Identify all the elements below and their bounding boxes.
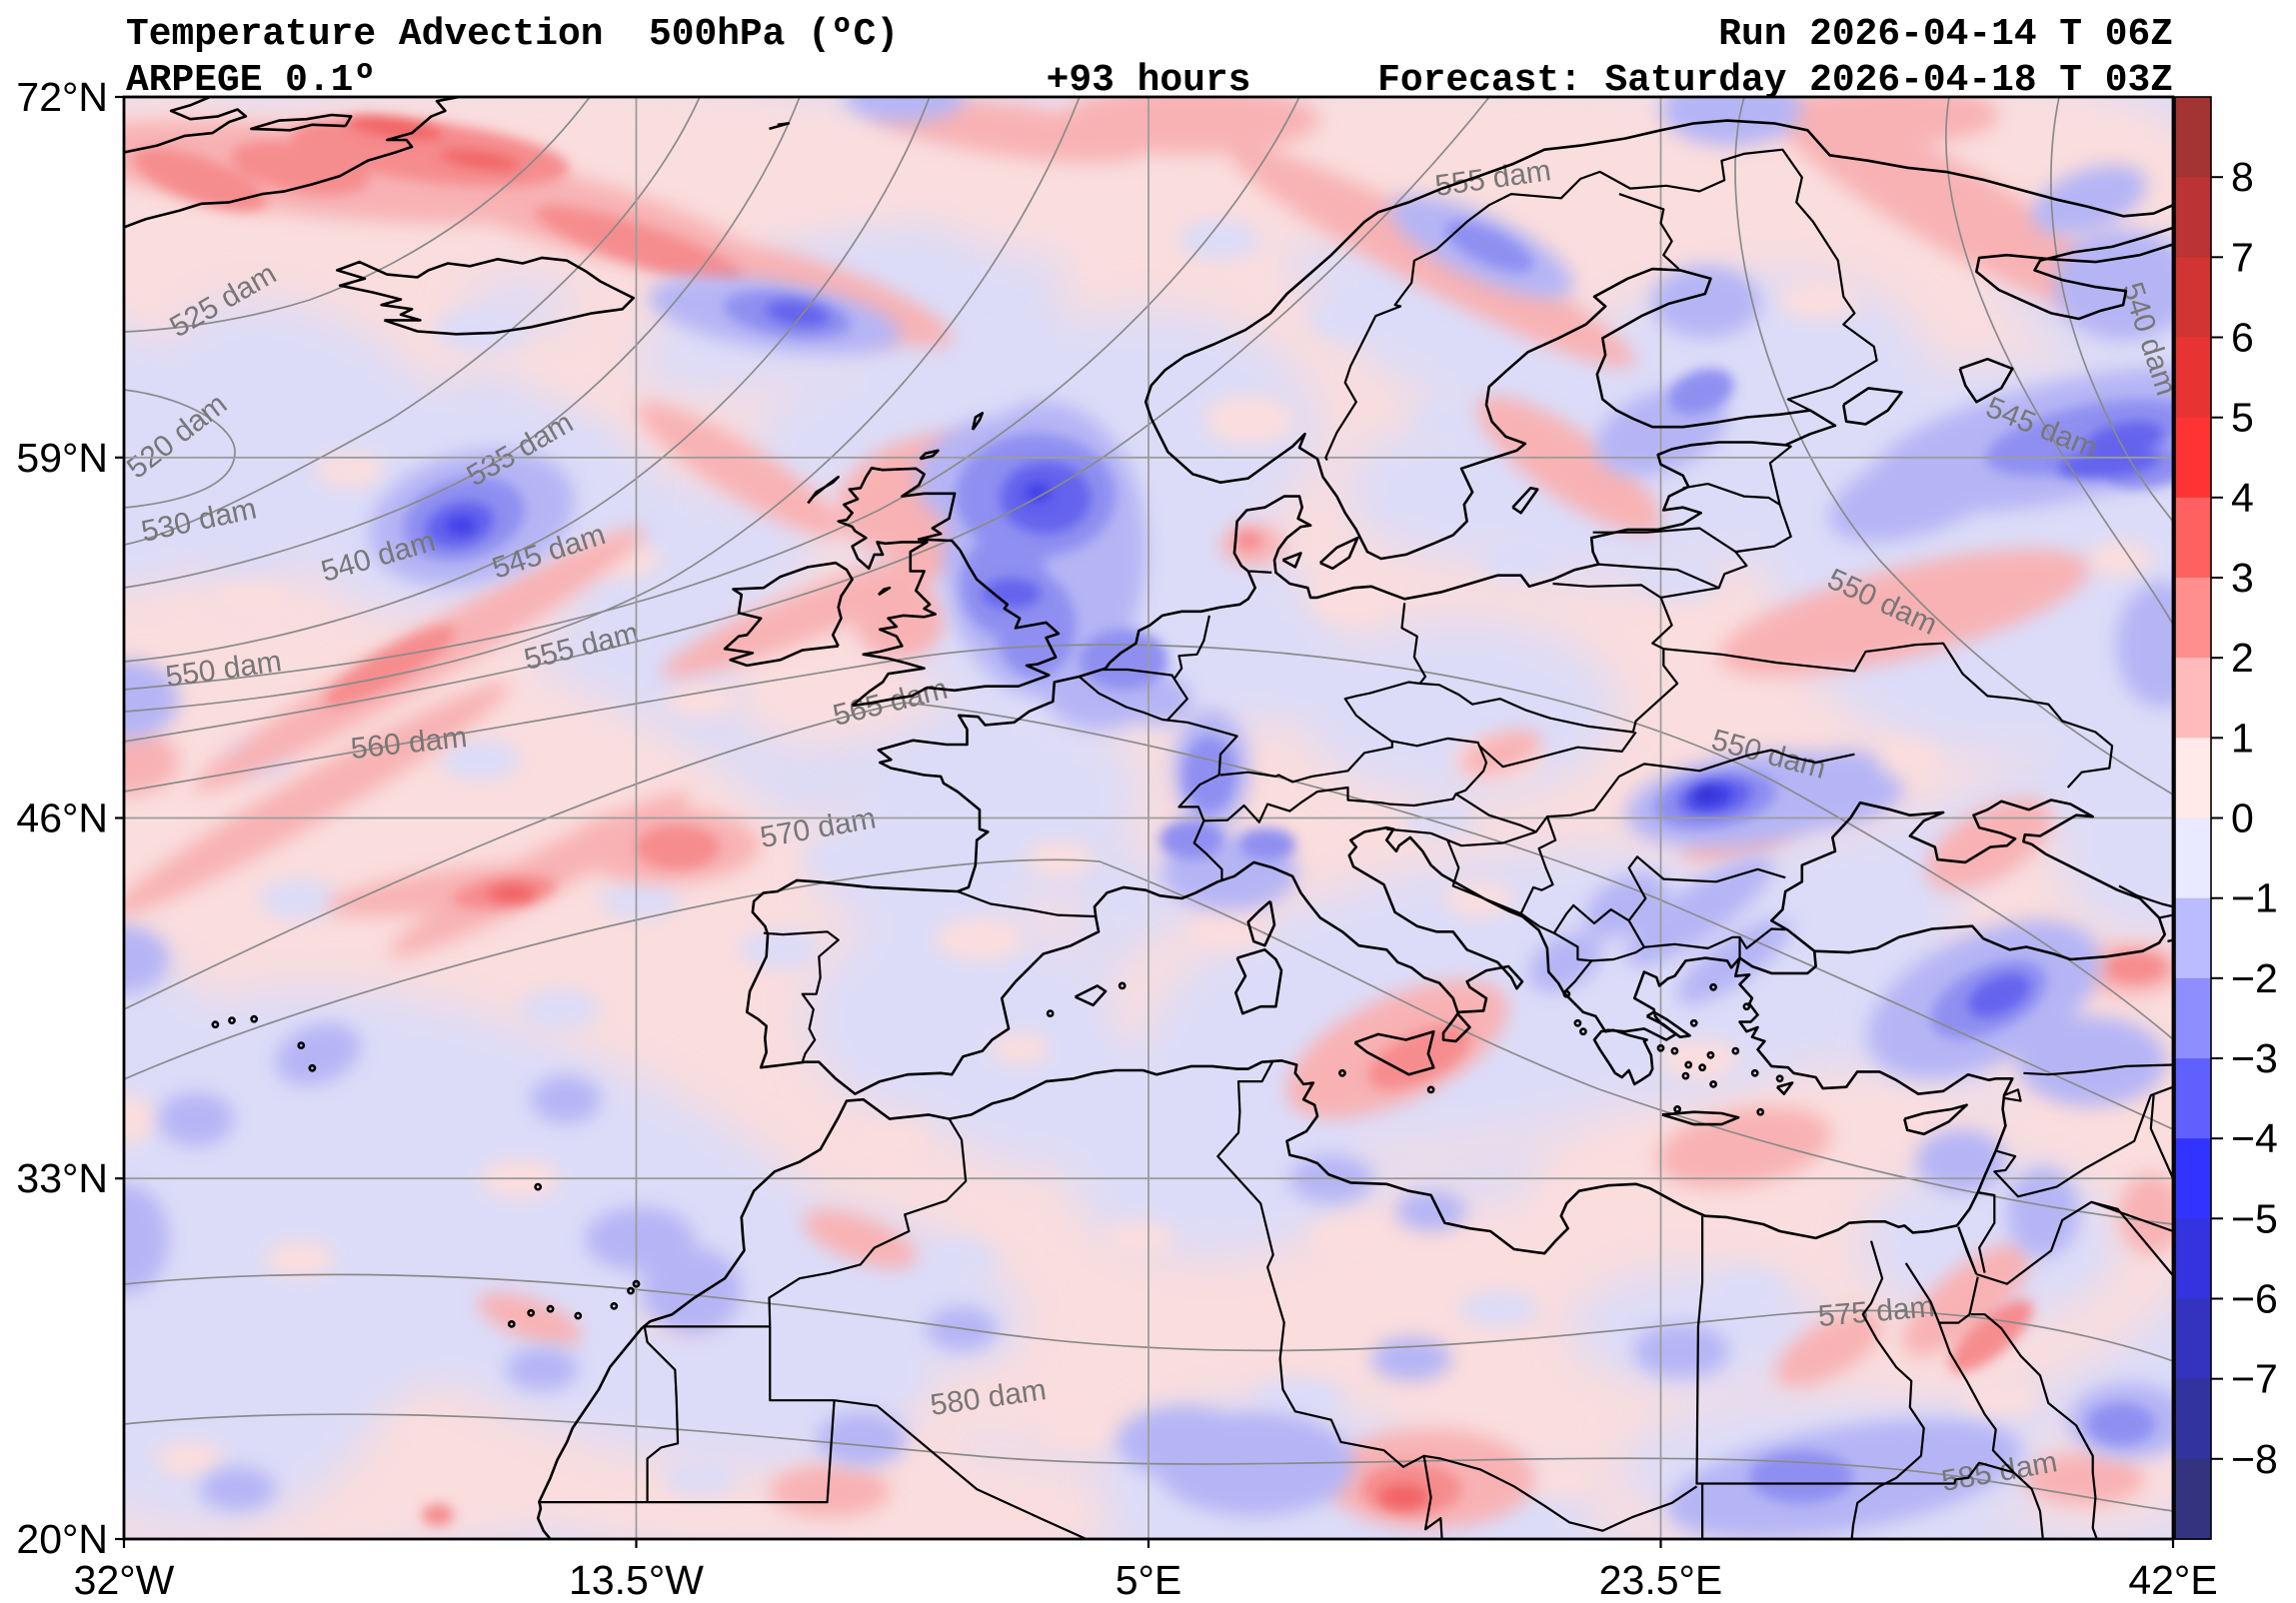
svg-text:6: 6 (2231, 315, 2254, 361)
svg-text:42°E: 42°E (2128, 1557, 2217, 1603)
svg-text:−7: −7 (2231, 1356, 2278, 1402)
svg-text:5°E: 5°E (1116, 1557, 1182, 1603)
svg-text:1: 1 (2231, 715, 2254, 761)
svg-text:7: 7 (2231, 234, 2254, 280)
svg-text:0: 0 (2231, 796, 2254, 841)
svg-text:13.5°W: 13.5°W (569, 1557, 704, 1603)
svg-text:Temperature Advection 500hPa: Temperature Advection 500hPa (ºC) (126, 13, 899, 56)
svg-text:20°N: 20°N (16, 1516, 108, 1562)
svg-text:−4: −4 (2231, 1115, 2278, 1161)
svg-text:23.5°E: 23.5°E (1599, 1557, 1723, 1603)
svg-text:2: 2 (2231, 635, 2254, 681)
svg-text:5: 5 (2231, 395, 2254, 441)
svg-text:−8: −8 (2231, 1436, 2278, 1482)
svg-text:4: 4 (2231, 475, 2254, 521)
svg-text:3: 3 (2231, 555, 2254, 601)
svg-text:8: 8 (2231, 154, 2254, 200)
svg-text:59°N: 59°N (16, 435, 108, 481)
svg-text:46°N: 46°N (16, 796, 108, 841)
svg-text:33°N: 33°N (16, 1155, 108, 1201)
svg-text:−1: −1 (2231, 875, 2278, 921)
svg-text:ARPEGE 0.1º: ARPEGE 0.1º (126, 59, 376, 102)
svg-text:32°W: 32°W (74, 1557, 175, 1603)
svg-text:−2: −2 (2231, 955, 2278, 1001)
svg-text:Run 2026-04-14 T 06Z: Run 2026-04-14 T 06Z (1718, 13, 2173, 56)
svg-text:72°N: 72°N (16, 74, 108, 120)
svg-text:+93 hours: +93 hours (1047, 59, 1251, 102)
svg-text:−6: −6 (2231, 1276, 2278, 1322)
svg-text:−3: −3 (2231, 1035, 2278, 1081)
svg-text:Forecast: Saturday 2026-04-18: Forecast: Saturday 2026-04-18 T 03Z (1377, 59, 2173, 102)
svg-text:−5: −5 (2231, 1195, 2278, 1241)
